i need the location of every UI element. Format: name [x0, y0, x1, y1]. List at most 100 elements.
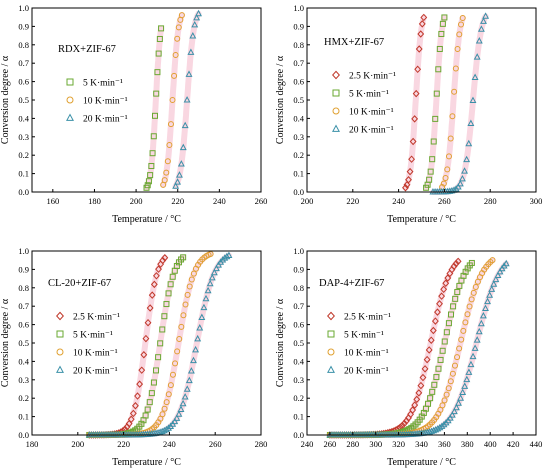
data-point: [426, 176, 433, 183]
data-point: [447, 378, 454, 385]
data-point: [496, 267, 504, 275]
x-tick-label: 300: [530, 196, 543, 206]
data-point: [200, 303, 208, 311]
data-point: [415, 45, 423, 53]
x-tick-label: 300: [369, 439, 382, 449]
data-point: [435, 66, 442, 73]
fit-band-2: [423, 14, 448, 191]
panel-label: RDX+ZIF-67: [58, 44, 116, 55]
data-point: [439, 402, 446, 409]
data-point: [162, 425, 170, 433]
data-point: [173, 414, 181, 421]
data-point: [464, 311, 471, 318]
data-point: [477, 25, 485, 32]
data-point: [463, 375, 471, 383]
data-point: [492, 275, 500, 283]
legend-marker-4: [56, 365, 64, 373]
data-point: [459, 388, 467, 396]
data-point: [145, 178, 152, 185]
y-tick-label: 0.2: [18, 150, 29, 160]
y-tick-label: 0.5: [18, 338, 29, 348]
legend: 5 K·min⁻¹ 10 K·min⁻¹ 20 K·min⁻¹: [66, 78, 128, 125]
data-point: [467, 119, 475, 126]
legend-marker-3: [332, 107, 340, 115]
data-point: [436, 45, 443, 52]
data-point: [148, 163, 155, 170]
data-point: [409, 406, 417, 414]
x-tick-label: 180: [88, 196, 101, 206]
data-point: [415, 389, 423, 397]
data-point: [417, 30, 425, 38]
data-point: [502, 259, 510, 267]
data-point: [439, 347, 446, 354]
data-point: [445, 385, 452, 392]
data-point: [445, 320, 452, 327]
data-point: [456, 345, 463, 352]
data-point: [467, 360, 475, 368]
x-tick-label: 200: [71, 439, 84, 449]
data-point: [473, 336, 481, 343]
data-point: [190, 270, 197, 277]
data-point: [146, 304, 154, 312]
data-point: [144, 318, 152, 327]
legend-label-1: 5 K·min⁻¹: [83, 79, 123, 89]
data-point: [181, 121, 189, 129]
data-point: [482, 12, 490, 19]
data-point: [429, 326, 437, 335]
legend-marker-3: [56, 348, 64, 356]
legend-marker-2: [332, 89, 340, 97]
data-point: [171, 417, 179, 425]
data-point: [196, 324, 204, 331]
x-tick-label: 280: [346, 439, 359, 449]
data-point: [450, 407, 458, 415]
data-point: [127, 415, 135, 424]
data-point: [452, 65, 459, 72]
data-point: [425, 400, 432, 407]
data-point: [152, 112, 159, 119]
legend-label-2: 10 K·min⁻¹: [83, 97, 128, 107]
legend-label-2: 5 K·min⁻¹: [349, 90, 389, 100]
y-axis-label: Conversion degree / α: [0, 55, 11, 144]
data-point: [412, 89, 420, 98]
data-point: [449, 370, 456, 377]
legend-marker-4: [327, 365, 335, 373]
data-point: [175, 410, 183, 417]
y-tick-label: 0.6: [18, 77, 29, 87]
y-tick-label: 0.1: [18, 169, 29, 179]
x-tick-label: 200: [130, 196, 143, 206]
y-tick-label: 0.4: [293, 356, 304, 366]
data-point: [469, 96, 477, 104]
data-point: [440, 420, 448, 428]
data-point: [212, 264, 220, 272]
y-tick-label: 0.7: [18, 58, 29, 68]
series-3-points: [439, 14, 466, 190]
x-axis-label: Temperature / °C: [387, 457, 456, 468]
data-point: [175, 24, 182, 31]
data-point: [223, 252, 231, 260]
data-point: [186, 283, 193, 290]
legend: 2.5 K·min⁻¹ 5 K·min⁻¹ 10 K·min⁻¹ 20 K·min⁻¹: [332, 70, 396, 136]
data-point: [447, 135, 454, 142]
data-point: [183, 385, 191, 392]
y-tick-label: 1.0: [18, 246, 29, 256]
y-tick-label: 0.8: [18, 283, 29, 293]
y-tick-label: 0.8: [293, 40, 304, 50]
data-point: [159, 411, 166, 418]
y-tick-label: 0.1: [293, 169, 304, 179]
data-point: [150, 379, 157, 386]
data-point: [413, 395, 421, 404]
data-point: [455, 399, 462, 406]
panel-label: HMX+ZIF-67: [324, 37, 384, 48]
data-point: [171, 72, 178, 79]
data-point: [438, 292, 446, 300]
y-tick-label: 0.7: [293, 58, 304, 68]
legend-label-4: 20 K·min⁻¹: [344, 367, 389, 377]
data-point: [149, 150, 156, 157]
x-tick-label: 280: [255, 439, 268, 449]
x-tick-label: 260: [438, 196, 451, 206]
y-tick-label: 0.5: [293, 338, 304, 348]
legend: 2.5 K·min⁻¹ 5 K·min⁻¹ 10 K·min⁻¹ 20 K·min⁻¹: [327, 311, 391, 377]
legend-label-4: 20 K·min⁻¹: [349, 126, 394, 136]
data-point: [192, 345, 200, 353]
